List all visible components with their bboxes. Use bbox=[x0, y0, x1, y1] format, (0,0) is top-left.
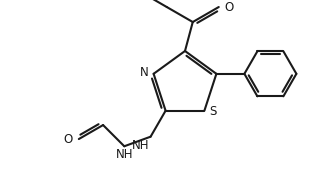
Text: N: N bbox=[140, 66, 148, 79]
Text: O: O bbox=[225, 1, 234, 14]
Text: S: S bbox=[210, 105, 217, 118]
Text: O: O bbox=[161, 0, 170, 3]
Text: NH: NH bbox=[132, 139, 149, 152]
Text: O: O bbox=[64, 133, 73, 146]
Text: NH: NH bbox=[115, 148, 133, 161]
